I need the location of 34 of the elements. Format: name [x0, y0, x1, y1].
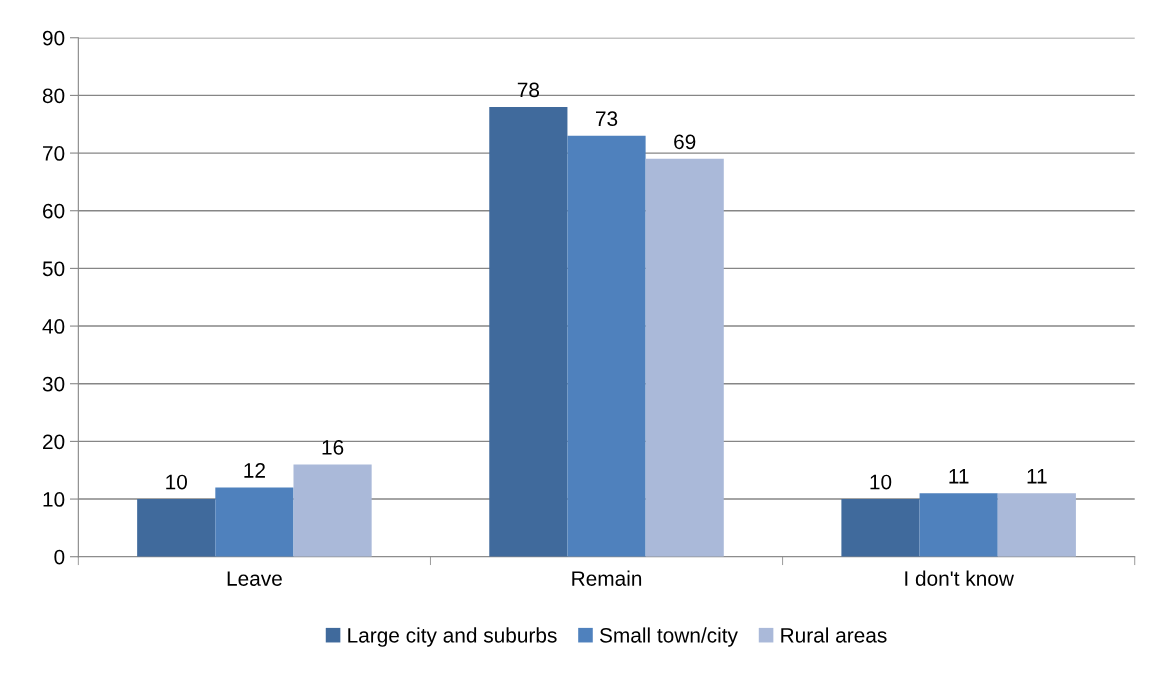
data-label: 10: [166, 474, 187, 490]
data-label: 11: [1027, 469, 1047, 484]
data-label: 73: [596, 111, 618, 127]
bar: [137, 499, 216, 557]
data-label: 12: [244, 463, 265, 478]
y-tick-label: 0: [54, 549, 65, 565]
bar: [645, 158, 724, 557]
data-label: 11: [949, 469, 969, 484]
y-tick-label: 70: [43, 146, 65, 161]
bar: [997, 493, 1076, 557]
bar: [919, 493, 998, 557]
data-label: 16: [322, 440, 344, 455]
y-tick-label: 10: [43, 492, 65, 507]
data-label: 10: [870, 474, 892, 490]
data-label: 78: [517, 82, 540, 98]
y-tick-label: 80: [42, 88, 65, 104]
legend-label: Large city and suburbs: [348, 627, 557, 647]
y-tick-label: 30: [42, 376, 65, 392]
x-tick-label: I don't know: [905, 570, 1014, 586]
bar: [567, 135, 646, 557]
y-tick-label: 90: [42, 30, 65, 46]
x-tick-label: Remain: [572, 570, 642, 586]
bar: [841, 499, 920, 557]
bar: [293, 464, 372, 557]
y-tick-label: 20: [43, 434, 65, 450]
legend-label: Rural areas: [781, 627, 887, 643]
bar: [489, 106, 568, 557]
y-tick-label: 50: [42, 261, 65, 277]
legend-label: Small town/city: [599, 627, 738, 647]
data-label: 69: [674, 134, 696, 150]
bar: [215, 487, 294, 557]
x-tick-label: Leave: [227, 571, 282, 586]
y-tick-label: 40: [42, 319, 65, 334]
y-tick-label: 60: [43, 203, 65, 219]
